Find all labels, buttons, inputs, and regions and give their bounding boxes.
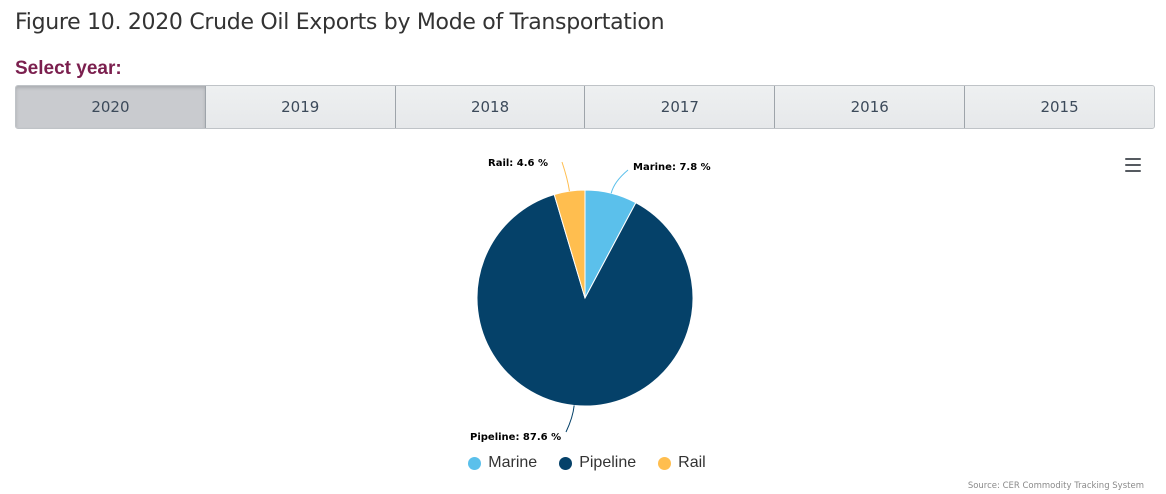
data-label-rail: Rail: 4.6 % (488, 158, 548, 169)
year-button-2018[interactable]: 2018 (395, 86, 586, 128)
legend-marker-marine (468, 456, 482, 470)
chart-credits: Source: CER Commodity Tracking System (967, 481, 1144, 491)
connector-pipeline (565, 405, 575, 433)
connector-marine (610, 169, 629, 194)
year-button-2020[interactable]: 2020 (16, 86, 206, 128)
connector-rail (561, 161, 570, 192)
legend-label-rail: Rail (678, 454, 706, 471)
legend-item-pipeline[interactable]: Pipeline (559, 454, 636, 472)
figure-title: Figure 10. 2020 Crude Oil Exports by Mod… (15, 10, 665, 35)
chart-legend: Marine Pipeline Rail (0, 454, 1166, 472)
year-button-2015[interactable]: 2015 (965, 86, 1154, 128)
pie-slice-rail[interactable] (553, 189, 586, 299)
legend-marker-pipeline (559, 456, 573, 470)
data-label-pipeline: Pipeline: 87.6 % (470, 432, 561, 443)
year-button-2016[interactable]: 2016 (775, 86, 966, 128)
legend-item-marine[interactable]: Marine (468, 454, 537, 472)
data-label-marine: Marine: 7.8 % (633, 162, 711, 173)
hamburger-menu-icon[interactable] (1124, 158, 1142, 174)
year-selector: 2020 2019 2018 2017 2016 2015 (15, 85, 1155, 129)
select-year-label: Select year: (15, 58, 122, 79)
legend-marker-rail (658, 456, 672, 470)
legend-item-rail[interactable]: Rail (658, 454, 706, 472)
year-button-2019[interactable]: 2019 (205, 86, 396, 128)
legend-label-pipeline: Pipeline (579, 454, 637, 471)
legend-label-marine: Marine (488, 454, 538, 471)
year-button-2017[interactable]: 2017 (585, 86, 776, 128)
pie-slice-pipeline[interactable] (476, 193, 694, 407)
